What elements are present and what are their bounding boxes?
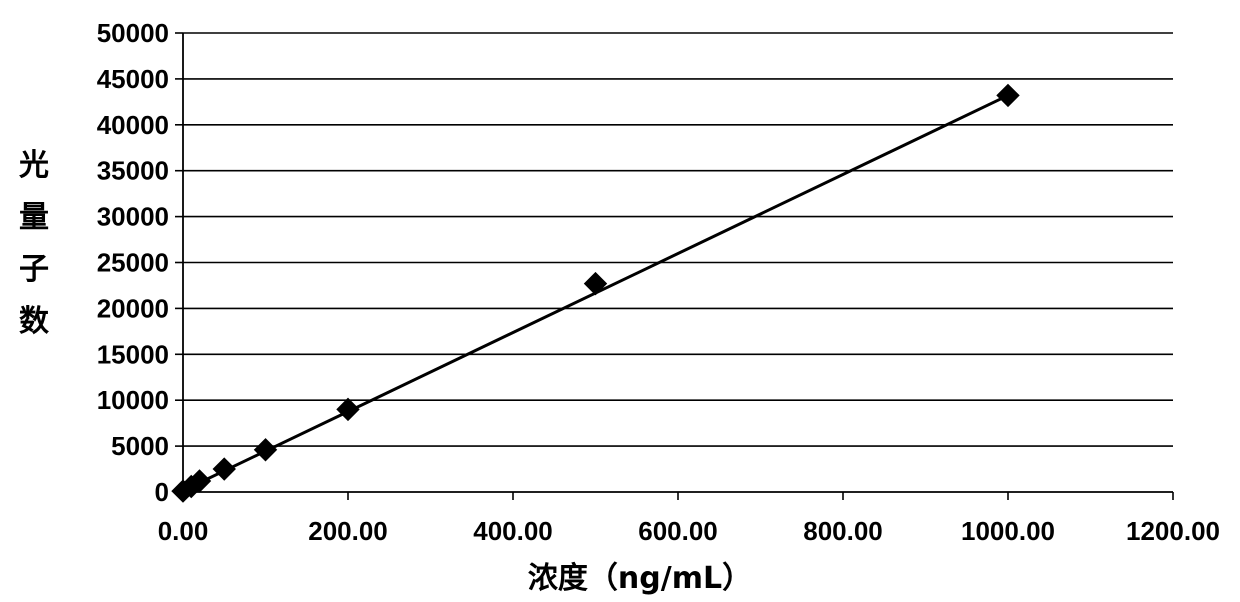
data-point (337, 398, 359, 420)
y-axis-title-char: 光 (19, 148, 49, 183)
y-tick-label: 40000 (97, 110, 169, 140)
y-tick-label: 25000 (97, 248, 169, 278)
y-tick-label: 15000 (97, 339, 169, 369)
data-points (172, 84, 1019, 502)
data-point (585, 273, 607, 295)
y-axis-title-char: 量 (19, 200, 49, 235)
axes (175, 33, 1173, 500)
x-tick-label: 400.00 (473, 516, 553, 546)
y-axis-title: 光量子数 (19, 148, 50, 339)
y-tick-label: 45000 (97, 64, 169, 94)
x-tick-labels: 0.00 200.00 400.00 600.00 800.00 1000.00 1200.… (158, 516, 1220, 546)
x-tick-label: 1200.00 (1126, 516, 1220, 546)
y-tick-label: 0 (155, 477, 169, 507)
grid-lines (183, 33, 1173, 446)
x-tick-label: 800.00 (803, 516, 883, 546)
x-tick-label: 600.00 (638, 516, 718, 546)
data-point (997, 84, 1019, 106)
y-tick-label: 30000 (97, 202, 169, 232)
y-axis-title-char: 数 (19, 304, 50, 339)
y-tick-label: 5000 (111, 431, 169, 461)
y-tick-label: 10000 (97, 385, 169, 415)
y-tick-label: 50000 (97, 18, 169, 48)
x-tick-label: 1000.00 (961, 516, 1055, 546)
data-point (213, 458, 235, 480)
x-axis-title: 浓度（ng/mL） (528, 561, 752, 596)
y-tick-label: 20000 (97, 293, 169, 323)
x-tick-label: 0.00 (158, 516, 209, 546)
data-point (255, 439, 277, 461)
y-axis-title-char: 子 (19, 252, 49, 287)
y-tick-label: 35000 (97, 156, 169, 186)
y-tick-labels: 0 5000 10000 15000 20000 25000 30000 35000 40000… (97, 18, 169, 507)
x-tick-label: 200.00 (308, 516, 388, 546)
